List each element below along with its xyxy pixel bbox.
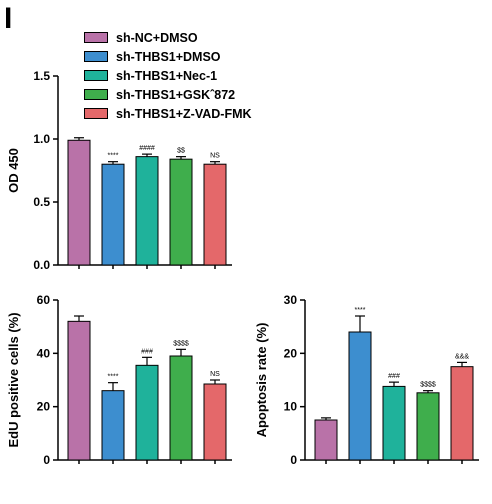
bar	[135, 156, 159, 266]
legend-label: sh-THBS1+GSKˆ872	[116, 87, 236, 102]
y-tick-label: 0	[43, 453, 50, 467]
significance-label: &&&	[455, 353, 469, 360]
significance-label: ****	[355, 307, 366, 314]
legend-swatch	[84, 70, 108, 81]
panel-label: I	[4, 2, 13, 35]
y-tick-label: 60	[37, 293, 51, 307]
bar	[348, 331, 372, 461]
bar	[135, 364, 159, 461]
bar	[314, 419, 338, 461]
y-tick-label: 40	[37, 346, 51, 360]
bar	[169, 158, 193, 266]
bar	[101, 163, 125, 266]
legend-item: sh-THBS1+Nec-1	[84, 66, 252, 85]
legend-swatch	[84, 32, 108, 43]
y-tick-label: 0.0	[33, 258, 50, 272]
bar	[101, 390, 125, 461]
significance-label: NS	[210, 153, 220, 160]
legend-item: sh-THBS1+Z-VAD-FMK	[84, 104, 252, 123]
legend-item: sh-NC+DMSO	[84, 28, 252, 47]
legend-item: sh-THBS1+DMSO	[84, 47, 252, 66]
bar	[169, 355, 193, 461]
legend-label: sh-THBS1+DMSO	[116, 49, 221, 64]
significance-label: ###	[388, 373, 400, 380]
y-axis-label: EdU positive cells (%)	[6, 312, 21, 447]
legend-label: sh-NC+DMSO	[116, 30, 198, 45]
bar	[203, 163, 227, 266]
y-tick-label: 30	[284, 293, 298, 307]
y-tick-label: 0.5	[33, 195, 50, 209]
bar	[416, 392, 440, 461]
legend: sh-NC+DMSO sh-THBS1+DMSO sh-THBS1+Nec-1 sh-…	[84, 28, 252, 123]
y-axis-label: Apoptosis rate (%)	[254, 323, 269, 438]
significance-label: $$$$	[173, 340, 189, 347]
y-axis-label: OD 450	[6, 148, 21, 193]
y-tick-label: 0	[290, 453, 297, 467]
y-tick-label: 20	[37, 400, 51, 414]
legend-label: sh-THBS1+Z-VAD-FMK	[116, 106, 252, 121]
significance-label: $$	[177, 148, 185, 155]
y-tick-label: 10	[284, 400, 298, 414]
bar	[67, 320, 91, 461]
significance-label: $$$$	[420, 382, 436, 389]
bar	[203, 383, 227, 461]
legend-swatch	[84, 89, 108, 100]
legend-item: sh-THBS1+GSKˆ872	[84, 85, 252, 104]
significance-label: ###	[141, 348, 153, 355]
significance-label: ####	[139, 145, 155, 152]
bar	[450, 366, 474, 461]
bar	[382, 385, 406, 461]
legend-swatch	[84, 108, 108, 119]
significance-label: NS	[210, 371, 220, 378]
significance-label: ****	[108, 374, 119, 381]
y-tick-label: 1.5	[33, 69, 50, 83]
significance-label: ****	[108, 153, 119, 160]
y-tick-label: 20	[284, 346, 298, 360]
legend-swatch	[84, 51, 108, 62]
legend-label: sh-THBS1+Nec-1	[116, 68, 218, 83]
y-tick-label: 1.0	[33, 132, 50, 146]
bar	[67, 139, 91, 266]
